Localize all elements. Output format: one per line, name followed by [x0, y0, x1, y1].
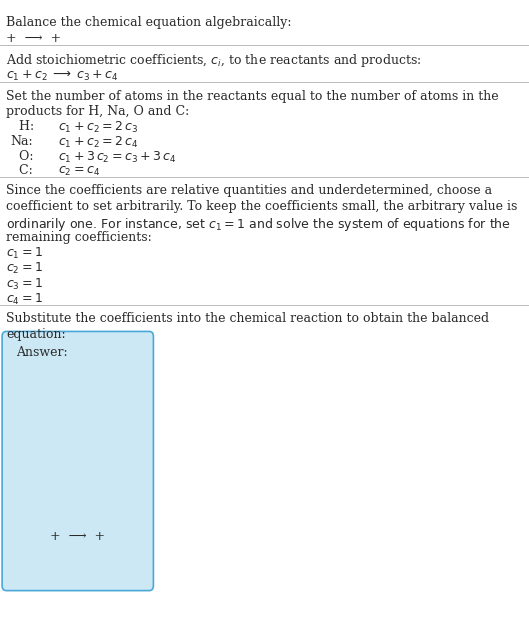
Text: Since the coefficients are relative quantities and underdetermined, choose a: Since the coefficients are relative quan…: [6, 184, 492, 197]
Text: ordinarily one. For instance, set $c_1 = 1$ and solve the system of equations fo: ordinarily one. For instance, set $c_1 =…: [6, 216, 512, 232]
Text: +  ⟶  +: + ⟶ +: [50, 530, 105, 543]
Text: C:: C:: [11, 164, 32, 178]
Text: $c_1 + c_2 = 2\,c_3$: $c_1 + c_2 = 2\,c_3$: [58, 120, 138, 135]
Text: $c_2 = c_4$: $c_2 = c_4$: [58, 164, 100, 178]
Text: $c_4 = 1$: $c_4 = 1$: [6, 292, 43, 307]
Text: remaining coefficients:: remaining coefficients:: [6, 231, 152, 244]
Text: $c_1 + c_2 = 2\,c_4$: $c_1 + c_2 = 2\,c_4$: [58, 135, 138, 150]
Text: Balance the chemical equation algebraically:: Balance the chemical equation algebraica…: [6, 16, 292, 29]
Text: Add stoichiometric coefficients, $c_i$, to the reactants and products:: Add stoichiometric coefficients, $c_i$, …: [6, 52, 422, 69]
Text: Set the number of atoms in the reactants equal to the number of atoms in the: Set the number of atoms in the reactants…: [6, 90, 499, 103]
Text: $c_2 = 1$: $c_2 = 1$: [6, 261, 43, 276]
Text: Answer:: Answer:: [16, 346, 68, 359]
Text: $c_1 = 1$: $c_1 = 1$: [6, 245, 43, 260]
Text: H:: H:: [11, 120, 34, 133]
Text: products for H, Na, O and C:: products for H, Na, O and C:: [6, 105, 189, 118]
Text: $c_3 = 1$: $c_3 = 1$: [6, 277, 43, 292]
Text: $c_1 +c_2 \;\longrightarrow\; c_3 +c_4$: $c_1 +c_2 \;\longrightarrow\; c_3 +c_4$: [6, 69, 119, 83]
Text: Substitute the coefficients into the chemical reaction to obtain the balanced: Substitute the coefficients into the che…: [6, 312, 489, 325]
Text: equation:: equation:: [6, 328, 66, 341]
Text: O:: O:: [11, 150, 33, 163]
Text: +  ⟶  +: + ⟶ +: [6, 32, 61, 45]
Text: coefficient to set arbitrarily. To keep the coefficients small, the arbitrary va: coefficient to set arbitrarily. To keep …: [6, 200, 518, 213]
Text: Na:: Na:: [11, 135, 33, 148]
FancyBboxPatch shape: [2, 331, 153, 591]
Text: $c_1 + 3\,c_2 = c_3 + 3\,c_4$: $c_1 + 3\,c_2 = c_3 + 3\,c_4$: [58, 150, 176, 164]
